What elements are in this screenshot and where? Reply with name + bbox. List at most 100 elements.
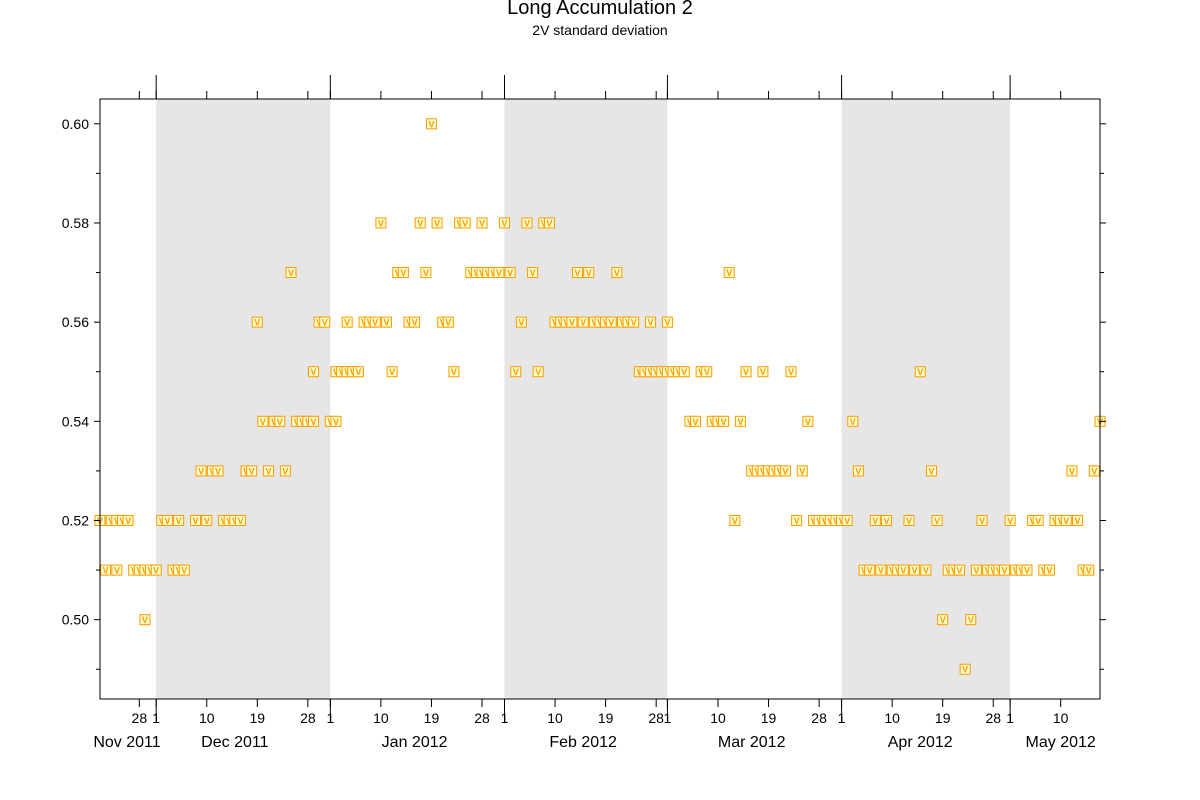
- svg-text:V: V: [344, 367, 350, 377]
- svg-text:V: V: [782, 466, 788, 476]
- svg-text:V: V: [951, 566, 957, 576]
- svg-text:V: V: [1013, 566, 1019, 576]
- svg-text:V: V: [743, 367, 749, 377]
- svg-text:V: V: [355, 367, 361, 377]
- data-point: V: [577, 316, 589, 328]
- svg-text:V: V: [479, 218, 485, 228]
- svg-text:V: V: [384, 318, 390, 328]
- data-point: V: [285, 267, 297, 279]
- svg-text:V: V: [192, 516, 198, 526]
- y-tick-label: 0.54: [62, 413, 89, 429]
- svg-text:V: V: [1091, 466, 1097, 476]
- svg-text:V: V: [889, 566, 895, 576]
- svg-text:V: V: [378, 218, 384, 228]
- month-shading-1: [504, 99, 668, 699]
- svg-text:V: V: [586, 268, 592, 278]
- svg-text:V: V: [310, 417, 316, 427]
- svg-text:V: V: [799, 466, 805, 476]
- svg-text:V: V: [608, 318, 614, 328]
- svg-text:V: V: [333, 367, 339, 377]
- svg-text:V: V: [900, 566, 906, 576]
- svg-text:V: V: [457, 218, 463, 228]
- x-day-label: 19: [935, 710, 951, 726]
- data-point: V: [201, 514, 213, 526]
- svg-text:V: V: [737, 417, 743, 427]
- svg-text:V: V: [844, 516, 850, 526]
- data-point: V: [914, 366, 926, 378]
- data-point: V: [341, 316, 353, 328]
- svg-text:V: V: [1007, 516, 1013, 526]
- x-day-label: 10: [884, 710, 900, 726]
- data-point: V: [1060, 514, 1072, 526]
- svg-text:V: V: [1018, 566, 1024, 576]
- data-point: V: [195, 465, 207, 477]
- data-point: V: [532, 366, 544, 378]
- svg-text:V: V: [350, 367, 356, 377]
- svg-text:V: V: [485, 268, 491, 278]
- svg-text:V: V: [653, 367, 659, 377]
- y-tick-label: 0.56: [62, 314, 89, 330]
- svg-text:V: V: [513, 367, 519, 377]
- data-point: V: [515, 316, 527, 328]
- data-point: V: [498, 217, 510, 229]
- data-point: V: [959, 663, 971, 675]
- data-point: V: [190, 514, 202, 526]
- svg-text:V: V: [715, 417, 721, 427]
- svg-text:V: V: [822, 516, 828, 526]
- svg-text:V: V: [254, 318, 260, 328]
- data-point: V: [369, 316, 381, 328]
- svg-text:V: V: [327, 417, 333, 427]
- svg-text:V: V: [148, 566, 154, 576]
- svg-text:V: V: [361, 318, 367, 328]
- data-point: V: [381, 316, 393, 328]
- data-point: V: [1088, 465, 1100, 477]
- x-day-label: 10: [547, 710, 563, 726]
- svg-text:V: V: [664, 318, 670, 328]
- svg-text:V: V: [760, 466, 766, 476]
- svg-text:V: V: [530, 268, 536, 278]
- x-day-label: 19: [598, 710, 614, 726]
- svg-text:V: V: [749, 466, 755, 476]
- svg-text:V: V: [271, 417, 277, 427]
- svg-text:V: V: [282, 466, 288, 476]
- x-day-label: 10: [1053, 710, 1069, 726]
- svg-text:V: V: [884, 516, 890, 526]
- data-point: V: [504, 267, 516, 279]
- svg-text:V: V: [934, 516, 940, 526]
- svg-text:V: V: [732, 516, 738, 526]
- svg-text:V: V: [1052, 516, 1058, 526]
- svg-text:V: V: [855, 466, 861, 476]
- data-point: V: [1043, 564, 1055, 576]
- svg-text:V: V: [940, 615, 946, 625]
- svg-text:V: V: [704, 367, 710, 377]
- svg-text:V: V: [996, 566, 1002, 576]
- data-point: V: [527, 267, 539, 279]
- svg-text:V: V: [850, 417, 856, 427]
- svg-text:V: V: [794, 516, 800, 526]
- data-point: V: [852, 465, 864, 477]
- svg-text:V: V: [462, 218, 468, 228]
- data-point: V: [869, 514, 881, 526]
- x-month-label: Mar 2012: [718, 734, 786, 751]
- data-point: V: [976, 514, 988, 526]
- data-point: V: [841, 514, 853, 526]
- data-point: V: [965, 614, 977, 626]
- data-point: V: [864, 564, 876, 576]
- data-point: V: [690, 415, 702, 427]
- data-point: V: [425, 118, 437, 129]
- svg-text:V: V: [928, 466, 934, 476]
- svg-text:V: V: [434, 218, 440, 228]
- svg-text:V: V: [339, 367, 345, 377]
- svg-text:V: V: [810, 516, 816, 526]
- x-day-label: 19: [761, 710, 777, 726]
- axes-layer: 0.500.520.540.560.580.602811019281101928…: [62, 75, 1106, 751]
- svg-text:V: V: [816, 516, 822, 526]
- svg-text:V: V: [619, 318, 625, 328]
- svg-text:V: V: [428, 119, 434, 129]
- svg-text:V: V: [681, 367, 687, 377]
- data-point: V: [572, 267, 584, 279]
- svg-text:V: V: [226, 516, 232, 526]
- svg-text:V: V: [389, 367, 395, 377]
- svg-text:V: V: [659, 367, 665, 377]
- svg-text:V: V: [322, 318, 328, 328]
